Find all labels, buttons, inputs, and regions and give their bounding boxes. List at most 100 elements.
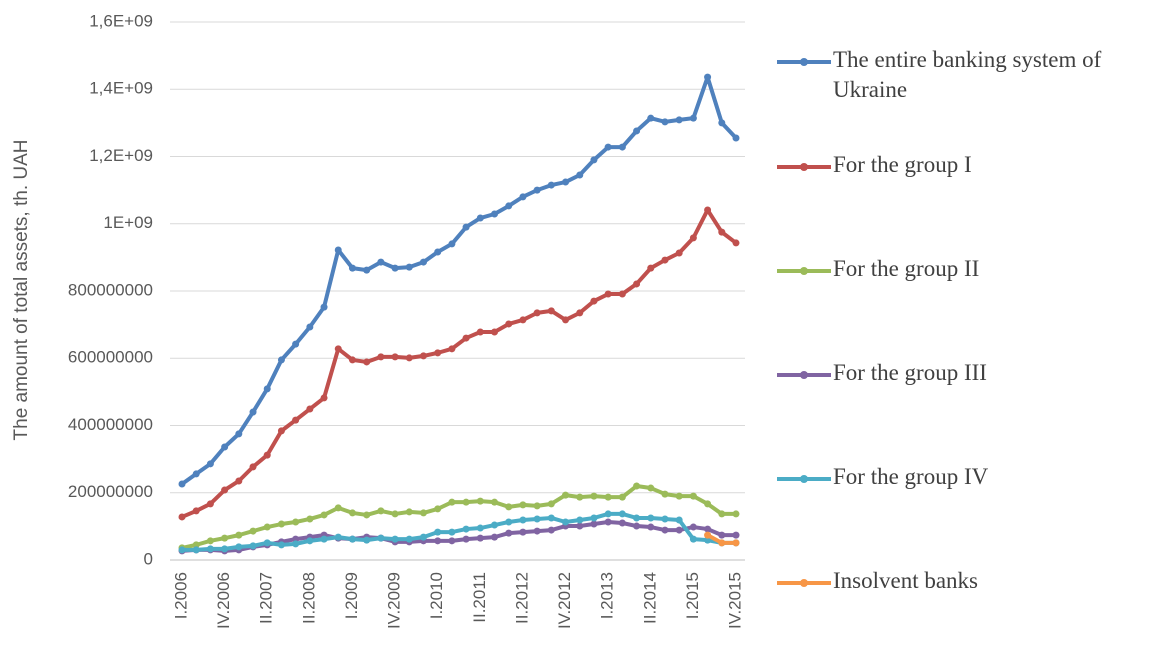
legend-entry: Insolvent banks (775, 566, 1165, 596)
data-point (505, 202, 513, 210)
data-point (533, 186, 541, 194)
data-point (562, 178, 570, 186)
data-point (704, 73, 712, 81)
data-point (277, 356, 285, 364)
data-point (647, 523, 655, 531)
data-point (618, 519, 626, 527)
data-point (462, 535, 470, 543)
data-point (377, 353, 385, 361)
data-point (675, 516, 683, 524)
data-point (419, 352, 427, 360)
legend-label: For the group II (833, 256, 980, 281)
data-point (661, 256, 669, 264)
data-point (434, 505, 442, 513)
data-point (334, 504, 342, 512)
data-point (363, 266, 371, 274)
x-tick-label: I.2010 (427, 572, 446, 619)
legend-entry: The entire banking system of Ukraine (775, 45, 1165, 105)
data-point (491, 533, 499, 541)
data-point (419, 258, 427, 266)
data-point (704, 536, 712, 544)
data-point (348, 356, 356, 364)
data-point (633, 522, 641, 530)
data-point (249, 408, 257, 416)
data-point (192, 507, 200, 515)
data-point (363, 358, 371, 366)
data-point (221, 534, 229, 542)
data-point (292, 518, 300, 526)
legend-label: For the group IV (833, 464, 989, 489)
data-point (434, 528, 442, 536)
data-point (689, 492, 697, 500)
data-point (363, 536, 371, 544)
data-point (178, 480, 186, 488)
data-point (547, 514, 555, 522)
series-line (181, 207, 738, 519)
data-point (576, 171, 584, 179)
data-point (491, 498, 499, 506)
data-point (590, 156, 598, 164)
data-point (590, 520, 598, 528)
data-point (405, 263, 413, 271)
data-point (405, 535, 413, 543)
series-line (181, 484, 736, 550)
x-tick-label: I.2013 (598, 572, 617, 619)
data-point (391, 510, 399, 518)
data-point (604, 518, 612, 526)
data-point (661, 118, 669, 126)
data-point (448, 537, 456, 545)
data-point (448, 345, 456, 353)
data-point (391, 535, 399, 543)
y-axis-label: The amount of total assets, th. UAH (11, 140, 32, 441)
legend-entry: For the group II (775, 254, 1165, 284)
data-point (732, 539, 740, 547)
data-point (192, 470, 200, 478)
legend-label: For the group I (833, 152, 972, 177)
data-point (320, 511, 328, 519)
data-point (448, 240, 456, 248)
legend-swatch (777, 475, 831, 483)
data-point (533, 527, 541, 535)
data-point (277, 541, 285, 549)
data-point (661, 490, 669, 498)
x-tick-label: IV.2015 (725, 572, 744, 629)
x-tick-label: II.2008 (299, 572, 318, 624)
data-point (604, 510, 612, 518)
data-point (633, 482, 641, 490)
y-tick-label: 400000000 (68, 415, 153, 434)
data-point (405, 354, 413, 362)
x-tick-label: II.2011 (470, 572, 489, 623)
series-line (182, 511, 736, 552)
data-point (292, 340, 300, 348)
legend-dot (800, 58, 808, 66)
data-point (334, 345, 342, 353)
legend-entry: For the group IV (775, 462, 1165, 492)
data-point (562, 316, 570, 324)
data-point (661, 526, 669, 534)
legend-swatch (777, 163, 831, 171)
data-point (292, 540, 300, 548)
y-tick-label: 1,6E+09 (89, 11, 153, 30)
data-point (448, 498, 456, 506)
data-point (292, 416, 300, 424)
x-tick-label: IV.2009 (385, 572, 404, 629)
data-point (263, 539, 271, 547)
data-point (533, 309, 541, 317)
data-point (704, 206, 712, 214)
data-point (235, 531, 243, 539)
legend-dot (800, 163, 808, 171)
x-tick-label: IV.2006 (214, 572, 233, 629)
data-point (320, 394, 328, 402)
data-point (547, 307, 555, 315)
data-point (377, 258, 385, 266)
x-tick-label: I.2006 (171, 572, 190, 619)
y-tick-label: 1,4E+09 (89, 79, 153, 98)
data-point (519, 316, 527, 324)
data-point (320, 535, 328, 543)
data-point (732, 134, 740, 142)
data-point (334, 246, 342, 254)
data-point (590, 297, 598, 305)
data-point (306, 515, 314, 523)
data-point (476, 497, 484, 505)
